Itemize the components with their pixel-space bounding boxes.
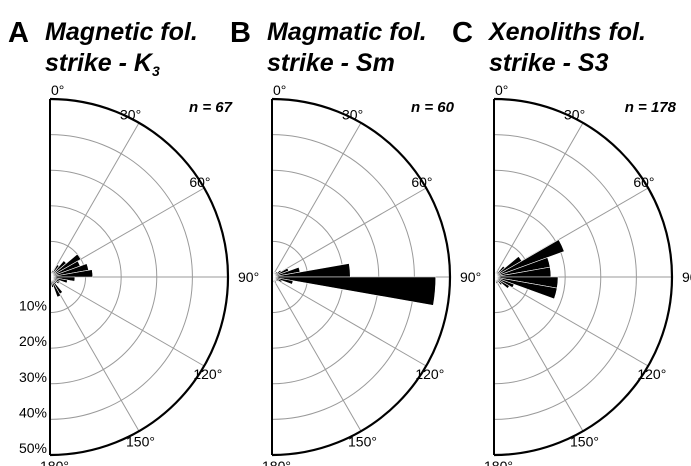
panel-title-line1: Magnetic fol. xyxy=(45,18,198,46)
angle-tick-label: 30° xyxy=(342,107,363,123)
radial-tick-label: 50% xyxy=(19,440,47,456)
panel-title-line1: Xenoliths fol. xyxy=(487,18,646,46)
panel-title-line2: strike - Sm xyxy=(267,49,395,77)
outer-circle xyxy=(493,97,674,457)
outer-circle xyxy=(49,97,230,457)
angle-tick-label: 60° xyxy=(633,174,654,190)
angle-gridline xyxy=(271,187,427,278)
angle-tick-label: 0° xyxy=(495,82,508,98)
angle-gridline xyxy=(493,276,584,432)
angle-tick-label: 180° xyxy=(40,458,69,466)
angle-gridline xyxy=(49,122,140,278)
angle-tick-label: 180° xyxy=(484,458,513,466)
panel-title-line2-text: strike - K xyxy=(45,49,154,77)
rose-petal-90-100 xyxy=(271,276,437,306)
panel-title-subscript: 3 xyxy=(152,63,160,79)
rose-petal-50-60 xyxy=(49,253,82,278)
angle-gridline xyxy=(271,276,427,367)
radial-tick-label: 30% xyxy=(19,369,47,385)
angle-tick-label: 120° xyxy=(637,366,666,382)
radial-ring xyxy=(49,205,122,349)
radial-ring xyxy=(493,134,637,420)
panel-title-line2: strike - K3 xyxy=(45,49,160,79)
radial-tick-label: 10% xyxy=(19,298,47,314)
radial-tick-label: 20% xyxy=(19,333,47,349)
rose-panel-b: 0° 30° 60° 90° 120° 150° 180° n = 60 B Magmatic f… xyxy=(230,17,481,466)
outer-circle xyxy=(271,97,452,457)
angle-tick-label: 30° xyxy=(564,107,585,123)
rose-petal-80-90 xyxy=(49,269,94,278)
angle-tick-label: 0° xyxy=(273,82,286,98)
radial-ring xyxy=(49,169,158,385)
angle-gridline xyxy=(493,276,649,367)
panel-title-line2-text: strike - S3 xyxy=(489,49,609,77)
angle-tick-label: 30° xyxy=(120,107,141,123)
angle-tick-label: 0° xyxy=(51,82,64,98)
n-count-label: n = 178 xyxy=(625,99,677,116)
radial-ring xyxy=(493,169,602,385)
panel-title-line2-text: strike - Sm xyxy=(267,49,395,77)
angle-tick-label: 90° xyxy=(238,269,259,285)
angle-gridline xyxy=(493,122,584,278)
angle-tick-label: 150° xyxy=(570,433,599,449)
angle-tick-label: 60° xyxy=(411,174,432,190)
angle-gridline xyxy=(271,122,362,278)
angle-tick-label: 180° xyxy=(262,458,291,466)
panel-letter: B xyxy=(230,17,251,49)
radial-ring xyxy=(49,134,193,420)
rose-petal-60-70 xyxy=(493,239,565,278)
angle-tick-label: 60° xyxy=(189,174,210,190)
radial-tick-label: 40% xyxy=(19,404,47,420)
angle-tick-label: 90° xyxy=(682,269,691,285)
rose-panel-c: 0° 30° 60° 90° 120° 150° 180° n = 178 C Xenoliths… xyxy=(452,17,691,466)
n-count-label: n = 60 xyxy=(411,99,455,116)
panel-title-line1: Magmatic fol. xyxy=(267,18,427,46)
angle-tick-label: 120° xyxy=(193,366,222,382)
panel-letter: C xyxy=(452,17,473,49)
panel-title-line2: strike - S3 xyxy=(489,49,609,77)
angle-tick-label: 90° xyxy=(460,269,481,285)
angle-gridline xyxy=(271,276,362,432)
panel-letter: A xyxy=(8,17,29,49)
radial-ring xyxy=(493,205,566,349)
angle-gridline xyxy=(49,276,205,367)
angle-tick-label: 120° xyxy=(415,366,444,382)
angle-tick-label: 150° xyxy=(348,433,377,449)
n-count-label: n = 67 xyxy=(189,99,233,116)
angle-tick-label: 150° xyxy=(126,433,155,449)
angle-gridline xyxy=(49,276,140,432)
rose-panel-a: 0° 30° 60° 90° 120° 150° 180° 10% 20% 30% 40% 50% n … xyxy=(8,17,259,466)
rose-petal-150-160 xyxy=(49,276,62,298)
